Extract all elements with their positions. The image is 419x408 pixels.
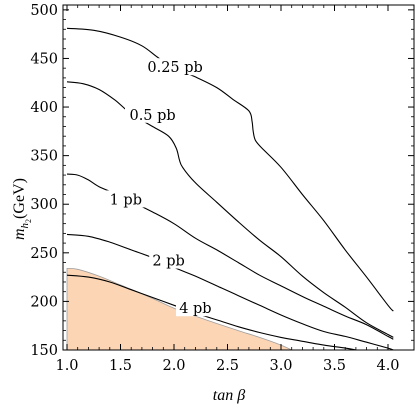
contour-label-bg bbox=[125, 105, 181, 123]
contour-label: 2 pb bbox=[152, 254, 184, 270]
y-tick-label: 250 bbox=[30, 246, 58, 262]
y-axis-label-symbol: m bbox=[11, 228, 28, 240]
x-axis-label: tan β bbox=[213, 387, 245, 404]
y-axis-label: mh2(GeV) bbox=[11, 178, 33, 240]
y-tick-label: 400 bbox=[30, 100, 58, 116]
contour-line-1-pb bbox=[66, 173, 394, 340]
contour-label: 1 pb bbox=[110, 192, 142, 208]
x-tick-label: 2.0 bbox=[162, 358, 185, 374]
contour-label: 0.5 pb bbox=[129, 108, 175, 124]
y-tick-label: 150 bbox=[30, 343, 58, 359]
x-tick-label: 1.0 bbox=[55, 358, 78, 374]
contour-line-0-25-pb bbox=[66, 27, 394, 312]
y-axis-label-subscript: h bbox=[19, 222, 31, 228]
x-tick-label: 4.0 bbox=[376, 358, 399, 374]
x-tick-label: 1.5 bbox=[109, 358, 132, 374]
contour-label-bg bbox=[149, 251, 188, 269]
contour-label-bg bbox=[143, 58, 207, 76]
contour-line-0-5-pb bbox=[66, 81, 394, 338]
excluded-region bbox=[66, 267, 292, 351]
x-tick-label: 3.0 bbox=[269, 358, 292, 374]
plot-area bbox=[66, 267, 292, 351]
contour-label-bg bbox=[106, 190, 146, 208]
contour-labels: 0.25 pb 0.5 pb 1 pb 2 pb 4 pb bbox=[106, 58, 215, 317]
contour-label: 4 pb bbox=[179, 301, 211, 317]
y-tick-label: 200 bbox=[30, 294, 58, 310]
y-tick-label: 300 bbox=[30, 197, 58, 213]
x-tick-label: 2.5 bbox=[216, 358, 239, 374]
y-axis-label-subsubscript: 2 bbox=[24, 219, 33, 223]
contour-label-bg bbox=[176, 299, 215, 317]
y-tick-label: 450 bbox=[30, 51, 58, 67]
contour-line-2-pb bbox=[66, 233, 394, 350]
x-tick-label: 3.5 bbox=[323, 358, 346, 374]
x-axis: 1.0 1.5 2.0 2.5 3.0 3.5 4.0 bbox=[55, 5, 400, 374]
y-axis: 150 200 250 300 350 400 450 500 bbox=[30, 3, 414, 359]
contour-line-4-pb bbox=[66, 274, 356, 350]
y-tick-label: 500 bbox=[30, 3, 58, 19]
contour-lines bbox=[66, 27, 394, 350]
contour-label: 0.25 pb bbox=[147, 60, 202, 76]
y-tick-label: 350 bbox=[30, 149, 58, 165]
y-axis-label-unit: (GeV) bbox=[11, 178, 28, 219]
